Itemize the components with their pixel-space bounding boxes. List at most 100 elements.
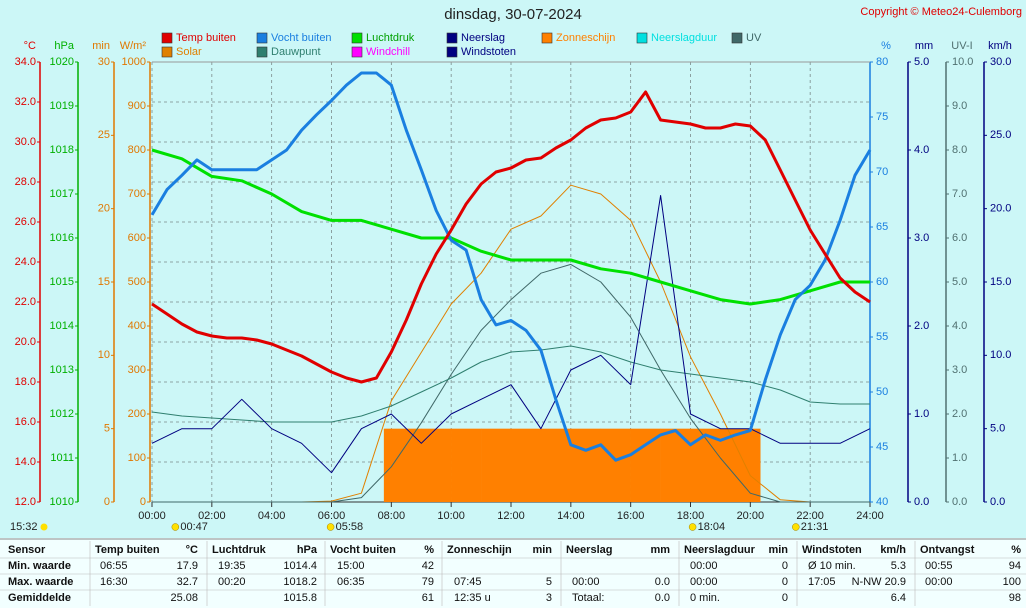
y-tick-label: 24.0 bbox=[15, 256, 36, 268]
table-cell: Max. waarde bbox=[8, 576, 73, 588]
sun-icon bbox=[40, 523, 48, 531]
y-tick-label: 10 bbox=[98, 349, 110, 361]
table-cell: 00:55 bbox=[925, 560, 953, 572]
table-background bbox=[0, 538, 1026, 608]
table-cell: 0.0 bbox=[655, 592, 670, 604]
y-tick-label: 1016 bbox=[50, 232, 74, 244]
table-cell: 17.9 bbox=[177, 560, 198, 572]
table-header: °C bbox=[186, 544, 198, 556]
x-tick-label: 08:00 bbox=[378, 510, 406, 522]
y-tick-label: 9.0 bbox=[952, 100, 967, 112]
table-cell: 61 bbox=[422, 592, 434, 604]
y-tick-label: 600 bbox=[128, 232, 146, 244]
table-header: % bbox=[424, 544, 434, 556]
table-header: Sensor bbox=[8, 544, 46, 556]
table-cell: 0 bbox=[782, 560, 788, 572]
table-cell: 1018.2 bbox=[283, 576, 317, 588]
y-tick-label: 20.0 bbox=[990, 203, 1011, 215]
x-tick-label: 10:00 bbox=[437, 510, 465, 522]
marker-icon bbox=[171, 523, 180, 531]
legend-swatch bbox=[541, 32, 553, 44]
y-axis-title: % bbox=[881, 40, 891, 52]
y-tick-label: 5.0 bbox=[952, 276, 967, 288]
table-cell: 100 bbox=[1003, 576, 1021, 588]
y-tick-label: 4.0 bbox=[914, 144, 929, 156]
series-line bbox=[151, 148, 870, 306]
y-tick-label: 1019 bbox=[50, 100, 74, 112]
table-cell: Gemiddelde bbox=[8, 592, 71, 604]
y-tick-label: 1015 bbox=[50, 276, 74, 288]
sunshine-bar bbox=[600, 428, 631, 502]
y-tick-label: 32.0 bbox=[15, 96, 36, 108]
sunshine-bar bbox=[570, 428, 602, 502]
sunshine-bar bbox=[750, 428, 761, 502]
y-tick-label: 55 bbox=[876, 331, 888, 343]
y-tick-label: 60 bbox=[876, 276, 888, 288]
legend-label: UV bbox=[746, 32, 762, 44]
y-tick-label: 15 bbox=[98, 276, 110, 288]
table-cell: 25.08 bbox=[170, 592, 198, 604]
y-tick-label: 700 bbox=[128, 188, 146, 200]
y-tick-label: 10.0 bbox=[952, 56, 973, 68]
legend-swatch bbox=[351, 32, 363, 44]
series-line bbox=[151, 90, 871, 384]
copyright: Copyright © Meteo24-Culemborg bbox=[860, 6, 1022, 18]
y-tick-label: 3.0 bbox=[952, 364, 967, 376]
y-axis-title: min bbox=[92, 40, 110, 52]
y-tick-label: 900 bbox=[128, 100, 146, 112]
table-cell: 32.7 bbox=[177, 576, 198, 588]
y-tick-label: 30 bbox=[98, 56, 110, 68]
legend-label: Windstoten bbox=[461, 46, 516, 58]
sunshine-bar bbox=[451, 428, 482, 502]
marker-label: 00:47 bbox=[180, 521, 208, 533]
sunshine-bar bbox=[511, 428, 542, 502]
y-tick-label: 100 bbox=[128, 452, 146, 464]
table-cell: 79 bbox=[422, 576, 434, 588]
table-cell: 1015.8 bbox=[283, 592, 317, 604]
y-tick-label: 2.0 bbox=[952, 408, 967, 420]
marker-label: 21:31 bbox=[801, 521, 829, 533]
y-tick-label: 7.0 bbox=[952, 188, 967, 200]
y-axis-title: W/m² bbox=[120, 40, 147, 52]
y-tick-label: 0 bbox=[140, 496, 146, 508]
y-tick-label: 6.0 bbox=[952, 232, 967, 244]
table-cell: 19:35 bbox=[218, 560, 246, 572]
x-tick-label: 20:00 bbox=[737, 510, 765, 522]
y-tick-label: 45 bbox=[876, 441, 888, 453]
table-header: Vocht buiten bbox=[330, 544, 396, 556]
table-header: Temp buiten bbox=[95, 544, 160, 556]
sunshine-bar bbox=[630, 428, 661, 502]
sunshine-bar bbox=[383, 428, 392, 502]
marker-label: 05:58 bbox=[336, 521, 364, 533]
y-tick-label: 5.0 bbox=[990, 423, 1005, 435]
legend-label: Luchtdruk bbox=[366, 32, 415, 44]
legend-swatch bbox=[731, 32, 743, 44]
y-tick-label: 1.0 bbox=[914, 408, 929, 420]
marker-icon bbox=[326, 523, 335, 531]
legend-swatch bbox=[161, 46, 173, 58]
legend-label: Neerslag bbox=[461, 32, 505, 44]
x-tick-label: 04:00 bbox=[258, 510, 286, 522]
table-cell: 17:05 bbox=[808, 576, 836, 588]
y-tick-label: 200 bbox=[128, 408, 146, 420]
sunshine-bar bbox=[391, 428, 422, 502]
table-cell: 00:00 bbox=[572, 576, 600, 588]
table-header: min bbox=[768, 544, 788, 556]
y-tick-label: 0.0 bbox=[914, 496, 929, 508]
table-cell: 06:55 bbox=[100, 560, 128, 572]
y-tick-label: 0.0 bbox=[952, 496, 967, 508]
table-cell: 06:35 bbox=[337, 576, 365, 588]
sunshine-bar bbox=[540, 428, 572, 502]
y-tick-label: 18.0 bbox=[15, 376, 36, 388]
table-cell: 3 bbox=[546, 592, 552, 604]
y-tick-label: 25.0 bbox=[990, 129, 1011, 141]
legend-label: Zonneschijn bbox=[556, 32, 615, 44]
y-axis-title: °C bbox=[24, 40, 36, 52]
marker-icon bbox=[688, 523, 697, 531]
y-tick-label: 300 bbox=[128, 364, 146, 376]
y-tick-label: 75 bbox=[876, 111, 888, 123]
y-tick-label: 50 bbox=[876, 386, 888, 398]
y-tick-label: 14.0 bbox=[15, 456, 36, 468]
table-header: hPa bbox=[297, 544, 318, 556]
y-tick-label: 0.0 bbox=[990, 496, 1005, 508]
